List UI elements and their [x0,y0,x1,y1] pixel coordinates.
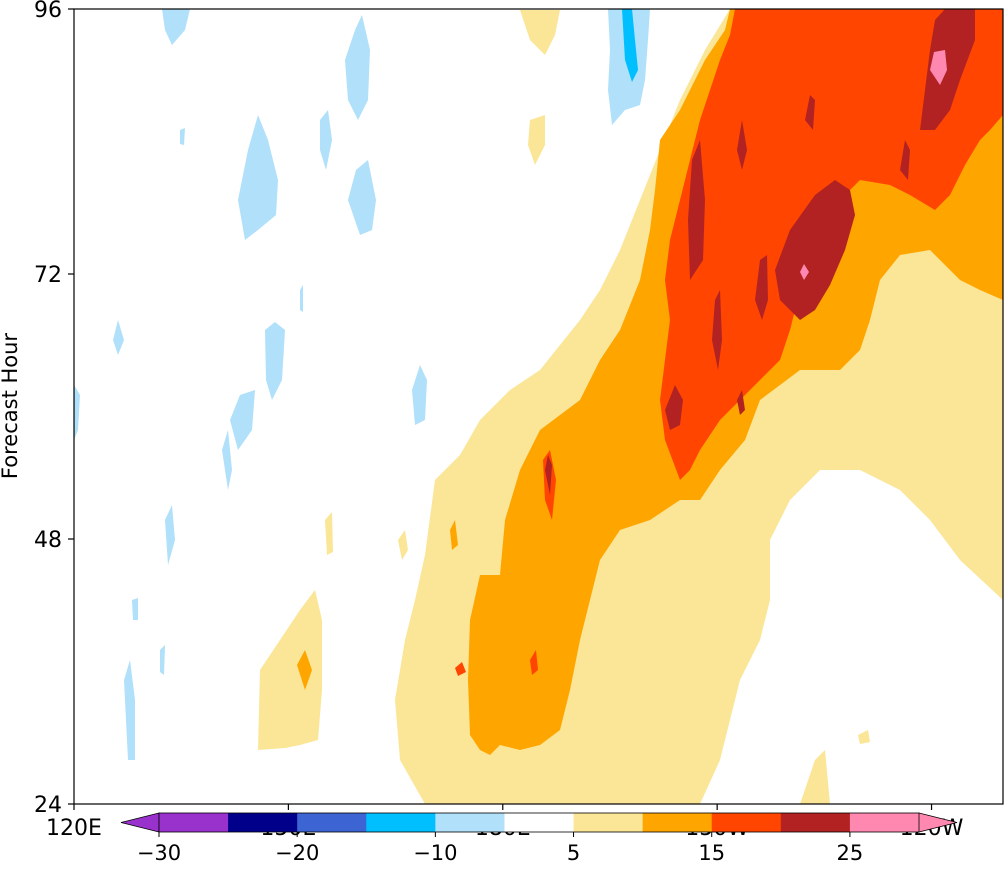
contour-fill-blue-patch [165,505,175,565]
contour-fill-blue-patch [320,110,332,170]
y-tick-label: 48 [34,528,62,553]
contour-fill-left-patch-3 [530,650,538,675]
x-tick-label: 120E [46,816,102,841]
colorbar-segment [228,813,298,832]
colorbar-segment [573,813,644,832]
contour-fields [74,9,1003,804]
contour-fill-max-1 [930,50,947,85]
contour-fill-east-max [775,180,855,320]
contour-fill-blue-patch [230,390,255,450]
colorbar-segment [849,813,920,832]
contour-fill-blue-patch [300,285,303,312]
colorbar-segment [435,813,505,832]
contour-fill-strip-7 [737,390,745,415]
contour-fill-small-patch [528,115,545,165]
contour-fill-dot-1 [398,530,408,560]
y-axis: 24 48 72 96 [34,0,74,818]
contour-fill-blue-patch [180,128,185,145]
colorbar-segment [159,813,229,832]
colorbar: −30 −20 −10 5 15 25 [120,812,958,865]
contour-fill-top-patch [520,10,560,55]
contour-fill-blue-patch [162,9,190,45]
contour-fill-small-patch [297,650,312,690]
contour-fill-small-patch-2 [450,520,458,550]
contour-fill-left-patch [258,590,322,750]
colorbar-frame [158,812,920,833]
contour-fill-blue-patch [74,385,80,440]
contour-fill-dot-3 [325,512,333,555]
contour-fill-blue-patch [265,322,285,400]
contour-fill-left-patch-2 [455,662,466,676]
contour-fill-blue-patch [124,660,135,760]
contour-fill-strip-8 [665,385,683,430]
colorbar-segment [504,813,575,832]
contour-fill-strip-3 [755,255,768,320]
y-tick-label: 72 [34,263,62,288]
y-axis-label: Forecast Hour [0,333,22,479]
colorbar-tick-label: 15 [698,841,725,865]
contour-fill-blue-patch [222,430,232,490]
colorbar-tick-label: 5 [567,841,580,865]
colorbar-extend-under [120,812,160,833]
colorbar-segment [297,813,367,832]
contour-level-25-plus [800,50,947,280]
contour-fill-strip-5 [900,140,910,180]
colorbar-tick-label: −20 [275,841,319,865]
colorbar-tick-label: −10 [413,841,457,865]
contour-fill-bottom-patch [800,750,830,804]
contour-level-neg15-neg10 [622,9,638,82]
contour-fill-blue-patch [132,598,138,620]
contour-fill-main-band [660,9,1003,480]
colorbar-segment [366,813,436,832]
y-tick-label: 96 [34,0,62,23]
contour-fill-far-east-max [920,9,975,130]
contour-fill-blue-patch [412,365,427,425]
contour-fill-strip-4 [737,120,747,170]
contour-level-20-25 [545,9,975,495]
plot-area [73,8,1004,805]
contour-fill-blue-patch [348,160,376,235]
plot-frame [73,8,1004,805]
contour-fill-blue-patch [113,320,124,355]
contour-fill-blue-patch [160,645,165,675]
contour-fill-blue-patch [238,115,278,240]
colorbar-segment [642,813,713,832]
contour-fill-strip-1 [688,140,705,280]
contour-fill-strip-6 [805,95,815,130]
colorbar-segment [711,813,782,832]
contour-fill-dot-2 [858,730,870,744]
contour-fill-strip-9 [545,455,552,495]
colorbar-segment [780,813,851,832]
contour-fill-max-2 [800,264,809,280]
y-tick-label: 24 [34,793,62,818]
colorbar-tick-label: 25 [837,841,864,865]
colorbar-tick-label: −30 [137,841,181,865]
contour-fill-blue-patch [345,15,370,120]
contour-fill-blue-min [622,9,638,82]
contour-fill-strip-2 [712,290,722,370]
